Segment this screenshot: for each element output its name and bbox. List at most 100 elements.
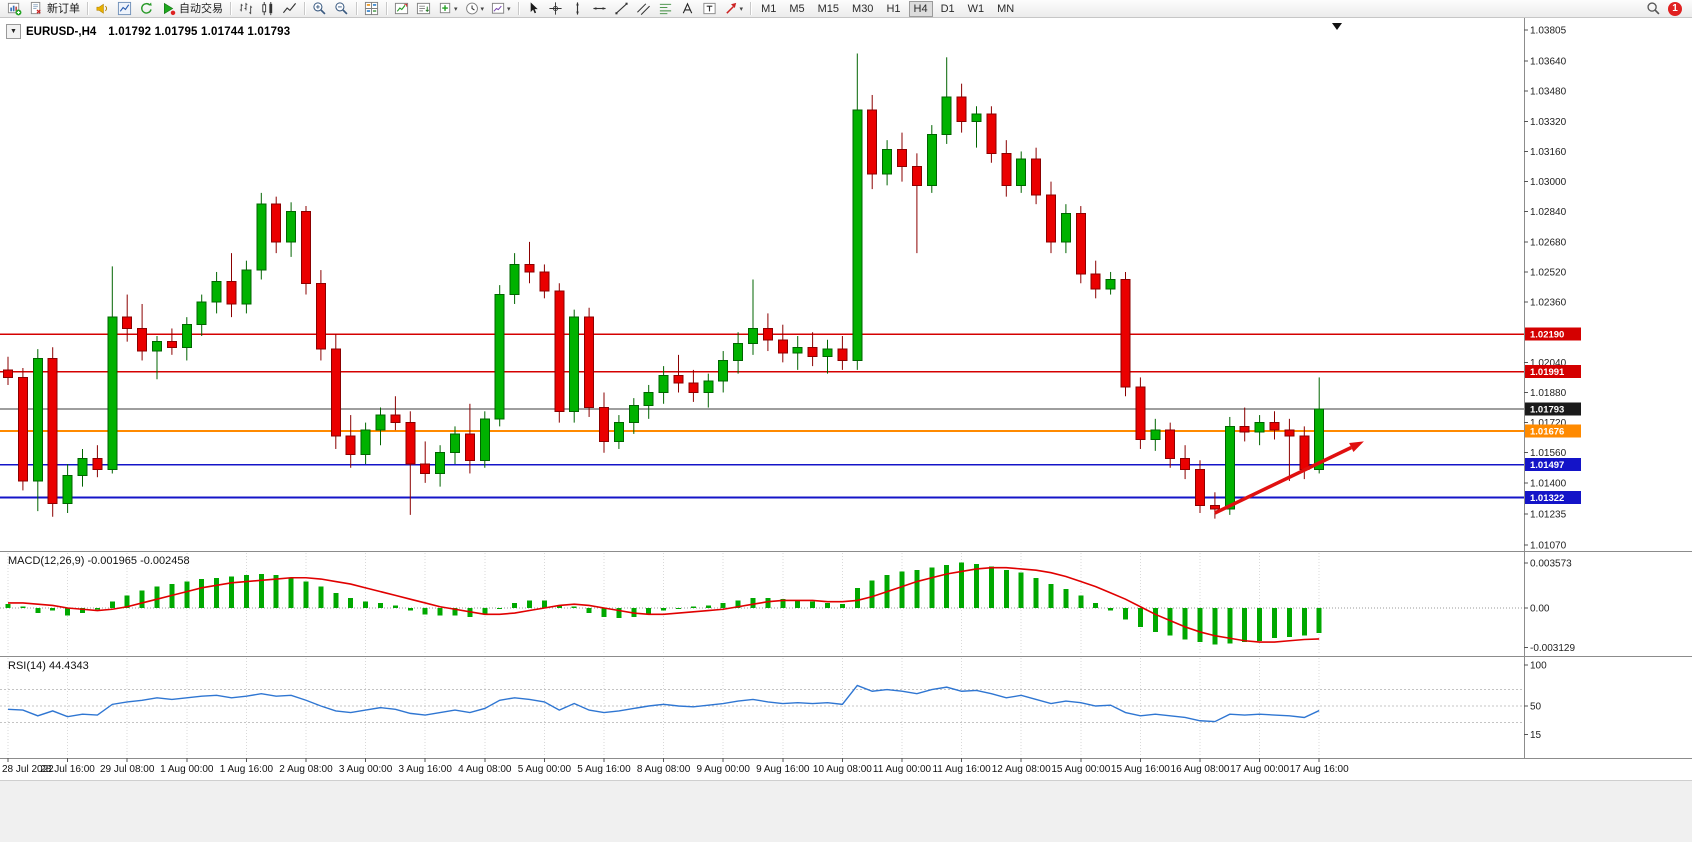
macd-bar <box>1301 608 1307 636</box>
macd-bar <box>601 608 607 617</box>
candle <box>1150 418 1161 451</box>
timeframe-m30-button[interactable]: M30 <box>852 2 874 15</box>
macd-bar <box>1123 608 1128 620</box>
indicators-button[interactable] <box>391 0 412 18</box>
macd-bar <box>556 605 562 608</box>
macd-bar <box>80 608 85 614</box>
template-icon <box>491 1 506 16</box>
macd-bar <box>616 608 622 619</box>
chart-area[interactable]: 1.03805 1.03640 1.03480 1.03320 1.03160 1.030… <box>0 18 1692 780</box>
macd-bar <box>720 602 726 608</box>
price-tick-label: 1.02840 <box>1530 207 1567 218</box>
time-tick-label: 10 Aug 08:00 <box>813 764 872 775</box>
autotrading-label: 自动交易 <box>179 2 223 15</box>
zoom-in-button[interactable] <box>309 0 330 18</box>
macd-bar <box>959 562 965 608</box>
fibonacci-tool-button[interactable] <box>655 0 676 18</box>
price-tag-label: 1.01991 <box>1530 367 1565 378</box>
alerts-button[interactable] <box>92 0 113 18</box>
macd-bar <box>929 567 935 608</box>
market-watch-button[interactable] <box>114 0 135 18</box>
price-tag <box>1525 491 1581 505</box>
macd-bar <box>914 570 920 608</box>
timeframe-h1-button[interactable]: H1 <box>886 2 901 15</box>
chevron-down-icon: ▾ <box>507 5 511 13</box>
macd-bar <box>825 602 830 608</box>
macd-bar <box>676 608 681 609</box>
candle <box>971 106 982 148</box>
chart-symbol-period: EURUSD-,H4 <box>26 25 97 38</box>
macd-bar <box>35 608 41 614</box>
price-axis[interactable]: 1.03805 1.03640 1.03480 1.03320 1.03160 1.030… <box>1524 26 1575 742</box>
candle <box>911 153 922 254</box>
timeframe-m5-button[interactable]: M5 <box>789 2 805 15</box>
candle <box>986 106 997 163</box>
price-chart-canvas[interactable]: 1.03805 1.03640 1.03480 1.03320 1.03160 1.030… <box>0 18 1692 780</box>
timeframe-h4-button[interactable]: H4 <box>908 0 933 17</box>
toolbar: 新订单 自动交易 ▾ ▾ ▾ ▾ M1 M5 M15 M30 H1 H4 D1 W1 MN 1 <box>0 0 1692 18</box>
new-order-button[interactable]: 新订单 <box>26 0 83 18</box>
vertical-line-tool-button[interactable] <box>567 0 588 18</box>
price-tick-label: 1.03805 <box>1530 26 1567 37</box>
refresh-button[interactable] <box>136 0 157 18</box>
search-icon[interactable] <box>1646 1 1661 16</box>
new-order-label: 新订单 <box>47 2 80 15</box>
trendline-tool-button[interactable] <box>611 0 632 18</box>
candle <box>494 285 505 427</box>
time-tick-label: 5 Aug 00:00 <box>518 764 572 775</box>
timeframe-w1-button[interactable]: W1 <box>967 2 985 15</box>
candle <box>554 283 565 423</box>
macd-signal-line <box>8 566 1320 643</box>
zoom-out-button[interactable] <box>331 0 352 18</box>
horizontal-line-tool-button[interactable] <box>589 0 610 18</box>
timeframe-mn-button[interactable]: MN <box>997 2 1015 15</box>
arrows-tool-button[interactable]: ▾ <box>721 0 747 18</box>
line-chart-mode-button[interactable] <box>279 0 300 18</box>
periods-button[interactable]: ▾ <box>462 0 488 18</box>
time-tick-label: 16 Aug 08:00 <box>1171 764 1230 775</box>
price-tick-label: 1.03640 <box>1530 57 1567 68</box>
toolbar-separator <box>750 2 752 15</box>
macd-bar <box>1108 608 1114 611</box>
macd-bar <box>899 571 905 608</box>
chart-menu-button[interactable]: ▼ <box>6 24 21 39</box>
notification-badge[interactable]: 1 <box>1668 1 1682 16</box>
candle <box>301 206 311 295</box>
candle <box>464 403 475 474</box>
macd-bar <box>407 608 413 611</box>
price-tick-label: 1.02360 <box>1530 298 1567 309</box>
channel-icon <box>636 1 651 16</box>
macd-bar <box>750 597 756 608</box>
macd-bar <box>1197 608 1203 643</box>
text-tool-button[interactable] <box>677 0 698 18</box>
cursor-tool-button[interactable] <box>523 0 544 18</box>
timeframe-d1-button[interactable]: D1 <box>940 2 955 15</box>
timeframe-m15-button[interactable]: M15 <box>817 2 840 15</box>
candle <box>196 294 207 336</box>
candle <box>166 328 177 355</box>
templates-button[interactable]: ▾ <box>488 0 514 18</box>
candlestick-mode-button[interactable] <box>257 0 278 18</box>
macd-bar <box>646 608 652 615</box>
tile-windows-button[interactable] <box>361 0 382 18</box>
price-tick-label: 1.02040 <box>1530 358 1567 369</box>
crosshair-tool-button[interactable] <box>545 0 566 18</box>
macd-bar <box>229 576 234 608</box>
bar-chart-mode-button[interactable] <box>235 0 256 18</box>
autotrading-button[interactable]: 自动交易 <box>158 0 226 18</box>
time-tick-label: 8 Aug 08:00 <box>637 764 691 775</box>
chart-shift-marker[interactable] <box>1332 23 1342 30</box>
candle <box>479 411 490 468</box>
new-chart-button[interactable] <box>4 0 25 18</box>
indicator-window-button[interactable] <box>413 0 434 18</box>
toolbar-right-group: 1 <box>1646 1 1692 16</box>
equidistant-channel-tool-button[interactable] <box>633 0 654 18</box>
macd-bar <box>214 577 220 608</box>
trend-arrow-annotation[interactable] <box>1214 441 1364 515</box>
horizontal-price-lines[interactable] <box>0 333 1524 499</box>
text-label-tool-button[interactable] <box>699 0 720 18</box>
timeframe-m1-button[interactable]: M1 <box>761 2 777 15</box>
macd-bar <box>690 606 696 608</box>
add-indicator-button[interactable]: ▾ <box>435 0 461 18</box>
